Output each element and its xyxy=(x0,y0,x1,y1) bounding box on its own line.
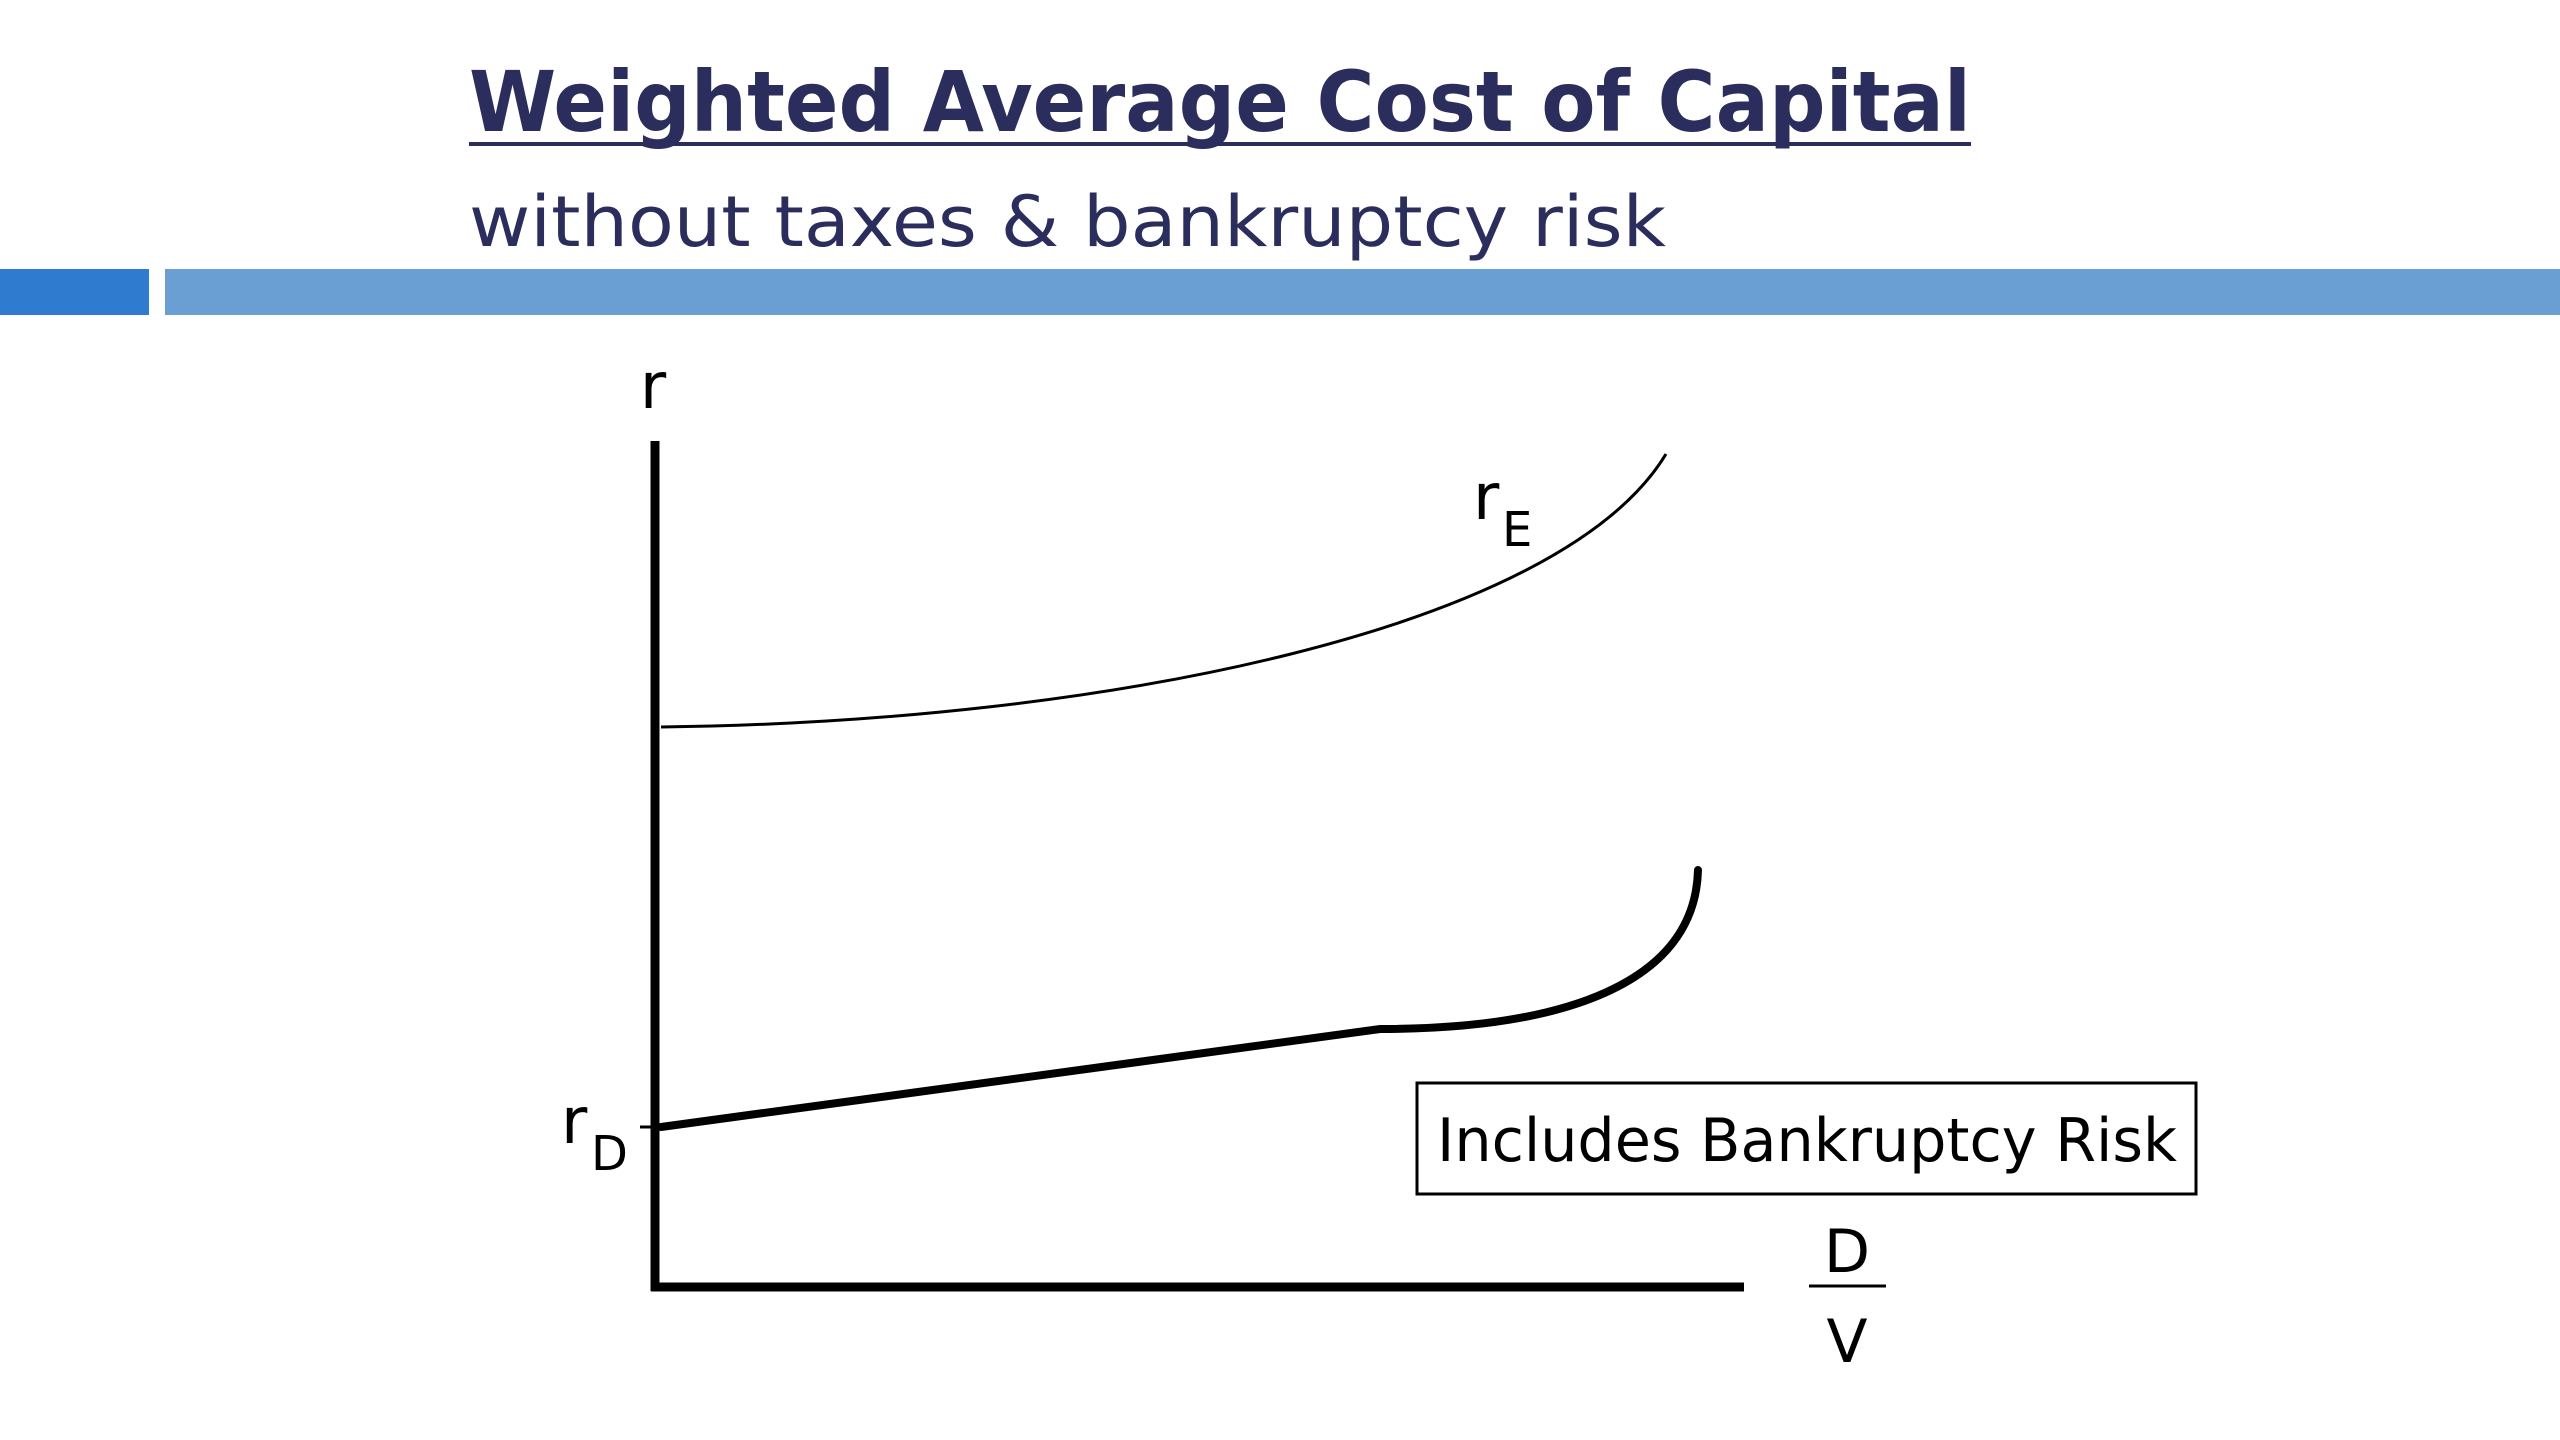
note-box xyxy=(1415,1081,2198,1196)
debt-curve xyxy=(657,866,1702,1131)
header-bar xyxy=(165,269,2560,315)
equity-symbol: r xyxy=(1473,461,1500,535)
debt-symbol: r xyxy=(561,1085,588,1159)
debt-subscript: D xyxy=(591,1126,628,1182)
x-axis-numerator: D xyxy=(1824,1217,1870,1287)
equity-curve xyxy=(660,453,1668,729)
accent-bar xyxy=(0,269,149,315)
x-axis-denominator: V xyxy=(1826,1307,1867,1377)
title: Weighted Average Cost of Capital xyxy=(469,53,1971,151)
y-axis-label: r xyxy=(640,350,667,424)
equity-subscript: E xyxy=(1502,502,1532,558)
note: Includes Bankruptcy Risk xyxy=(1437,1106,2177,1176)
subtitle: without taxes & bankruptcy risk xyxy=(469,181,1666,263)
